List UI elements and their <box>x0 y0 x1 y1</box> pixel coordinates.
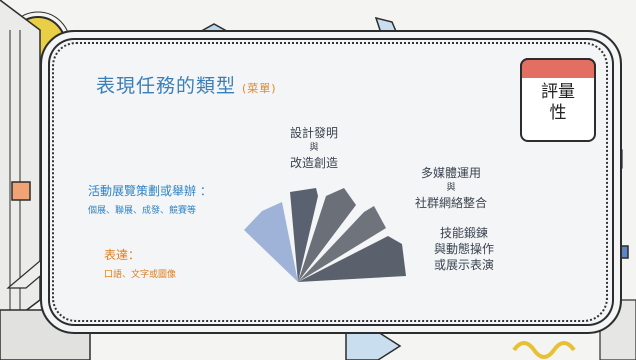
fan-slice-3 <box>298 188 356 282</box>
item-multimedia: 多媒體運用 與 社群網絡整合 <box>414 166 487 210</box>
page-title: 表現任務的類型 (菜單) <box>96 75 277 97</box>
fan-slice-4 <box>298 206 386 282</box>
title-note: (菜單) <box>242 82 277 95</box>
item-design: 設計發明 與 改造創造 <box>289 126 338 170</box>
badge-header <box>520 58 596 78</box>
item-exhibition: 活動展覽策劃或舉辦 ： 個展、聯展、成發、競賽等 <box>88 184 212 216</box>
orange-square-shape <box>11 181 31 201</box>
fan-slice-2 <box>290 188 318 282</box>
fan-slice-5 <box>298 236 406 282</box>
item-expression: 表達： 口語、文字或圖像 <box>104 248 177 280</box>
fan-slice-1 <box>244 202 298 282</box>
dotted-border <box>52 42 608 322</box>
item-skills: 技能鍛鍊 與動態操作 或展示表演 <box>433 226 494 272</box>
badge-label: 評量 性 <box>541 82 575 123</box>
